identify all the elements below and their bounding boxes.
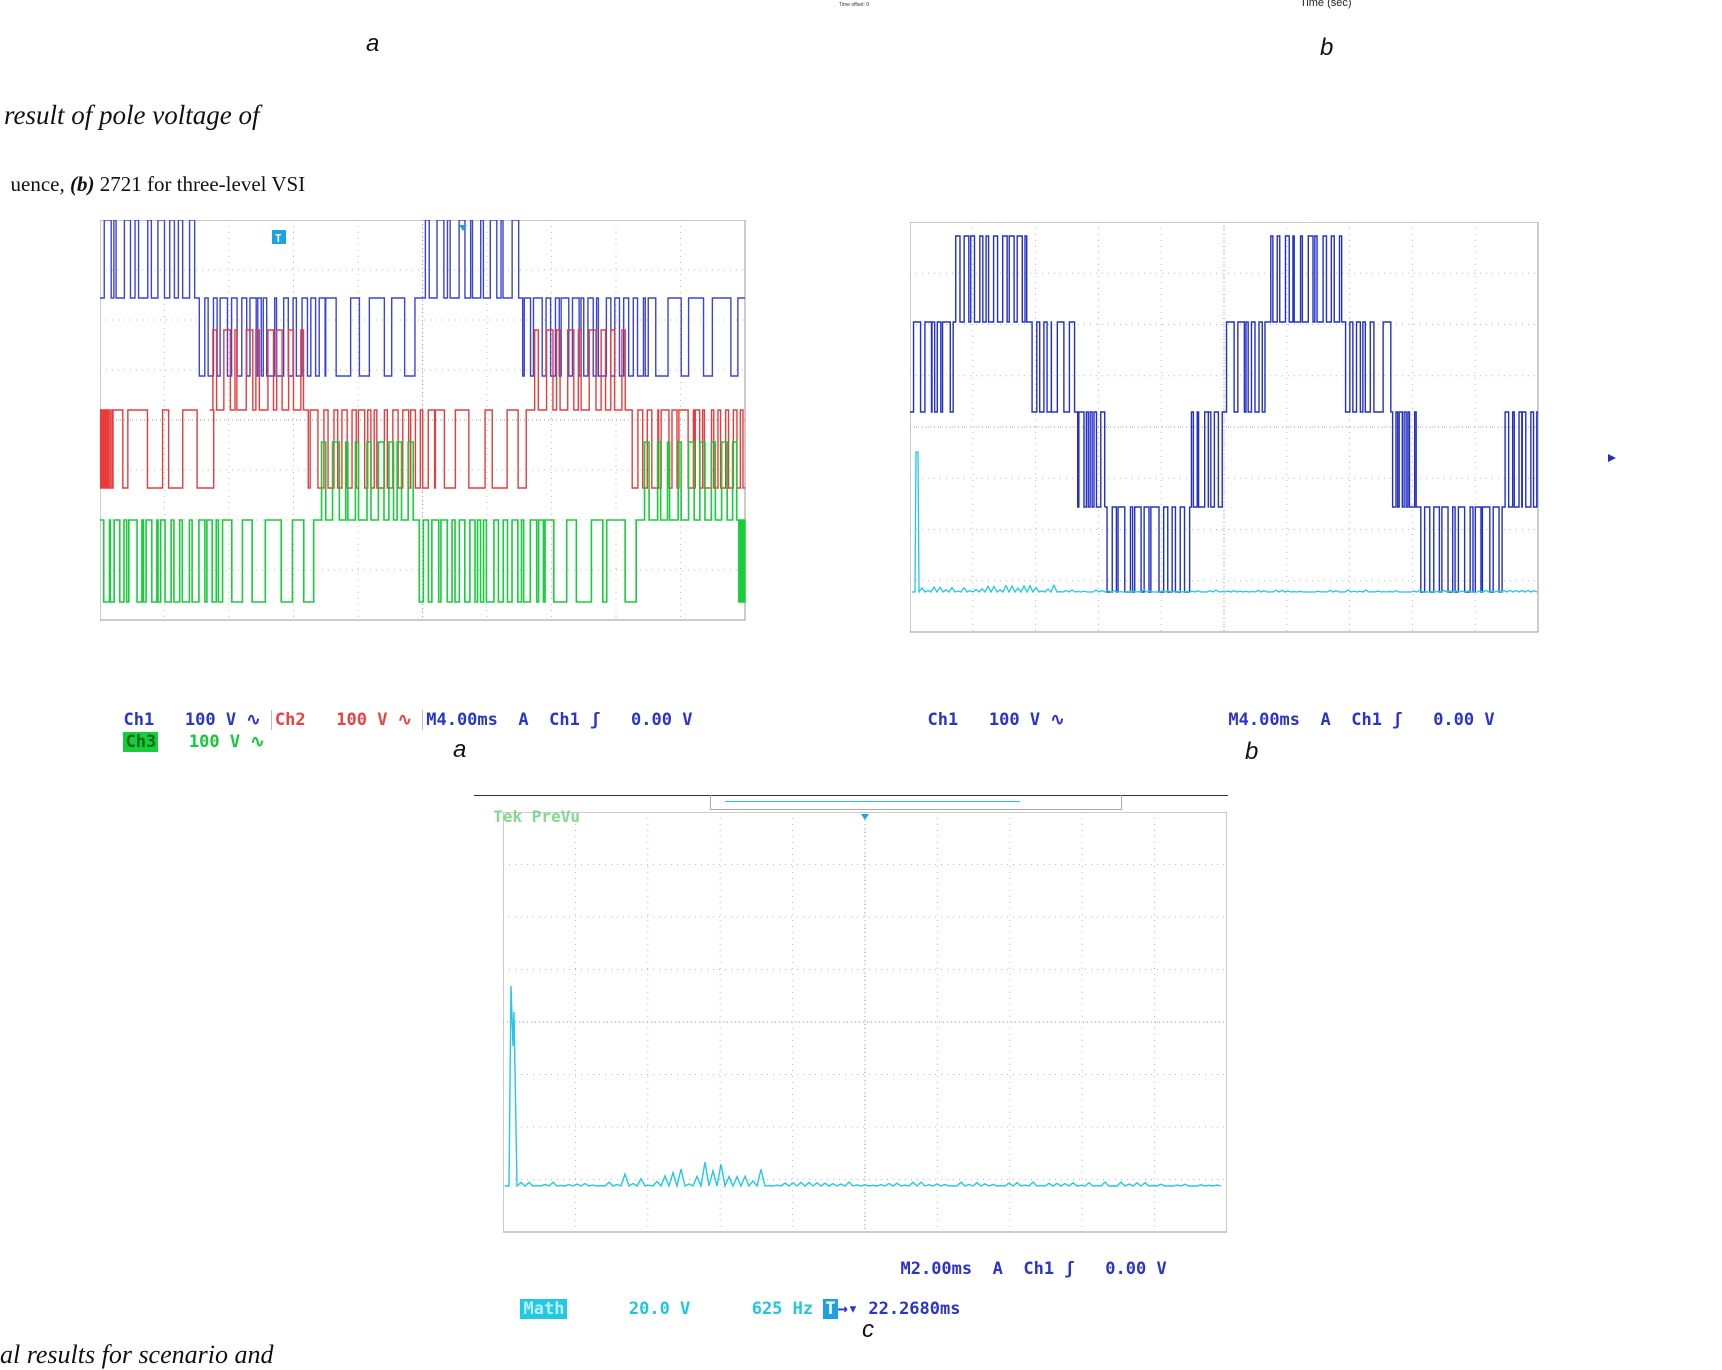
scope-b-right-pointer bbox=[1608, 454, 1616, 462]
scope-b-trace-math bbox=[912, 451, 1538, 594]
scope-c-status-row1: M2.00ms A Ch1 ʃ 0.00 V bbox=[880, 1239, 1167, 1279]
scope-a-ch3-scale: 100 V bbox=[188, 732, 241, 752]
scope-a-trigger-text: T bbox=[275, 232, 282, 245]
scope-b-grid bbox=[910, 222, 1539, 633]
scope-c-math-scale: 20.0 V bbox=[628, 1299, 691, 1319]
scope-c-trig-ch: Ch1 bbox=[1023, 1259, 1055, 1279]
coupling-ac-icon: ∿ bbox=[1050, 710, 1065, 730]
math-fft-trace bbox=[912, 451, 1538, 594]
graticule-frame bbox=[910, 222, 1539, 633]
scope-a-trace-ch1 bbox=[100, 220, 745, 377]
scope-c-cursor: 22.2680ms bbox=[868, 1299, 961, 1319]
scope-a-trig-ch: Ch1 bbox=[549, 710, 580, 730]
scope-b-ch1-scale: 100 V bbox=[988, 710, 1041, 730]
scope-a-status-row2: Ch3 100 V ∿ bbox=[103, 712, 265, 752]
scope-a-ch1-scale: 100 V bbox=[184, 710, 237, 730]
scope-b-timebase: M4.00ms bbox=[1228, 710, 1301, 730]
scope-a-trig-level: 0.00 V bbox=[631, 710, 693, 730]
caption-top-line1: result of pole voltage of bbox=[4, 100, 260, 130]
scope-c-grid bbox=[503, 812, 1227, 1233]
scope-b-trig-level: 0.00 V bbox=[1433, 710, 1495, 730]
caption-bottom: al results for scenario and bbox=[0, 1340, 274, 1369]
scope-b-screen: 1 M bbox=[910, 222, 1616, 633]
scope-c-math-label: Math bbox=[520, 1299, 568, 1319]
scope-c-trig-level: 0.00 V bbox=[1105, 1259, 1167, 1279]
ch3-trace bbox=[100, 441, 746, 603]
caption-top-line2-bold: (b) bbox=[69, 172, 95, 196]
scope-a-trace-ch2 bbox=[100, 329, 745, 489]
top-label-a: a bbox=[366, 30, 380, 57]
rising-edge-icon: ʃ bbox=[1392, 710, 1403, 730]
arrow-right-icon: →▾ bbox=[837, 1299, 859, 1319]
scope-c-label: c bbox=[862, 1316, 874, 1343]
scope-a-label: a bbox=[453, 736, 467, 763]
scope-a-trace-ch3 bbox=[100, 441, 746, 603]
scope-a-status-row1: Ch1 100 V ∿ Ch2 100 V ∿ M4.00ms A Ch1 ʃ … bbox=[103, 690, 692, 730]
scope-c-trace-math bbox=[505, 985, 1222, 1189]
scope-c-header-bar bbox=[474, 795, 1228, 796]
scope-a-ch1-label: Ch1 bbox=[123, 710, 155, 730]
scope-b-trig-src: A bbox=[1320, 710, 1331, 730]
scope-b-status-row1: Ch1 100 V ∿ M4.00ms A Ch1 ʃ 0.00 V bbox=[907, 690, 1495, 730]
rising-edge-icon: ʃ bbox=[590, 710, 601, 730]
ch2-trace bbox=[100, 329, 745, 489]
scope-c-screen: M bbox=[503, 812, 1227, 1233]
time-axis-label: Time (sec) bbox=[1300, 0, 1352, 9]
trigger-position-icon: T bbox=[823, 1299, 838, 1319]
rising-edge-icon: ʃ bbox=[1064, 1259, 1075, 1279]
scope-a-ch2-scale: 100 V bbox=[336, 710, 388, 730]
scope-a-timebase: M4.00ms bbox=[422, 710, 498, 730]
scope-a-trigger-marker: T bbox=[272, 230, 286, 245]
scope-a-trig-src: A bbox=[518, 710, 529, 730]
caption-top-line2-prefix: uence, bbox=[10, 172, 70, 196]
graticule-frame bbox=[503, 812, 1227, 1233]
scope-c-trig-src: A bbox=[992, 1259, 1003, 1279]
scope-a-center-pointer bbox=[459, 225, 467, 231]
scope-b-trig-ch: Ch1 bbox=[1351, 710, 1382, 730]
time-offset-text: Time offset: 0 bbox=[839, 2, 870, 8]
scope-b-ch1-label: Ch1 bbox=[927, 710, 959, 730]
ch1-trace bbox=[100, 220, 745, 377]
caption-top-line2: uence, (b) 2721 for three-level VSI bbox=[0, 147, 306, 197]
caption-top-line2-suffix: 2721 for three-level VSI bbox=[94, 172, 306, 196]
coupling-ac-icon: ∿ bbox=[246, 710, 261, 730]
scope-c-center-pointer bbox=[861, 814, 869, 820]
scope-c-status-row2: Math 20.0 V 625 Hz T →▾ 22.2680ms bbox=[500, 1279, 960, 1319]
scope-c-record-line bbox=[725, 801, 1020, 802]
scope-c-freq: 625 Hz bbox=[751, 1299, 814, 1319]
scope-b-label: b bbox=[1245, 738, 1259, 765]
top-label-b: b bbox=[1320, 34, 1334, 61]
coupling-ac-icon: ∿ bbox=[397, 710, 412, 730]
coupling-ac-icon: ∿ bbox=[250, 732, 265, 752]
scope-a-ch2-label: Ch2 bbox=[270, 710, 306, 730]
math-fft-trace bbox=[505, 985, 1222, 1189]
scope-a-ch3-label: Ch3 bbox=[123, 732, 159, 752]
scope-c-timebase: M2.00ms bbox=[900, 1259, 973, 1279]
scope-c-record-bar bbox=[710, 795, 1122, 810]
scope-a-screen: 1 2 3 T bbox=[100, 220, 746, 621]
